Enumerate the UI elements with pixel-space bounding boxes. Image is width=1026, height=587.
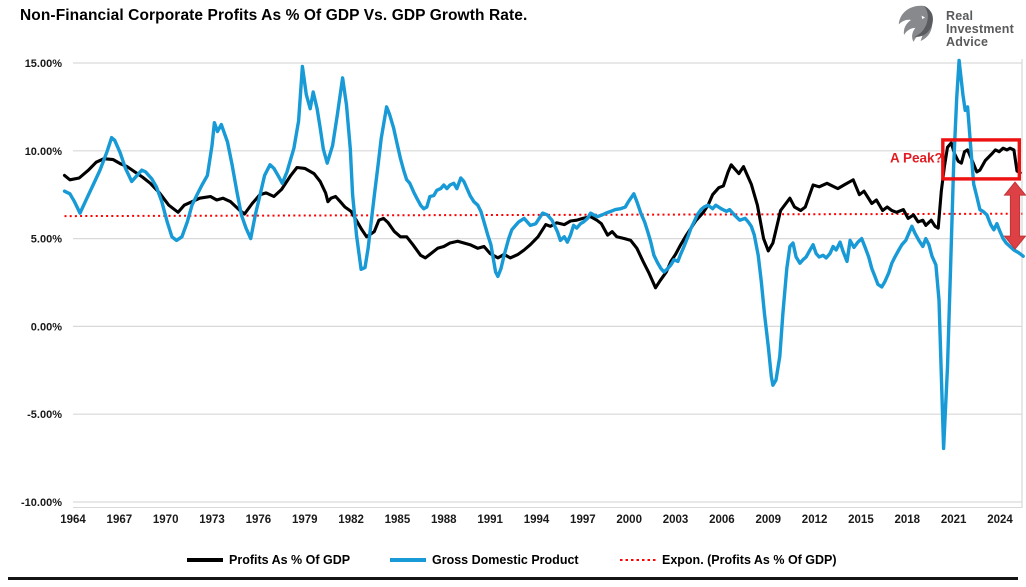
x-axis-tick-label: 1967	[107, 514, 133, 526]
y-axis-tick-label: -10.00%	[21, 497, 62, 509]
x-axis-tick-label: 2018	[895, 514, 921, 526]
x-axis-tick-label: 1970	[153, 514, 179, 526]
peak-highlight-box	[941, 138, 1022, 181]
x-axis-tick-label: 2003	[663, 514, 689, 526]
legend-label-gdp: Gross Domestic Product	[432, 553, 579, 567]
x-axis-tick-label: 1985	[385, 514, 411, 526]
y-axis-tick-label: 5.00%	[31, 234, 62, 246]
legend-item-profits: Profits As % Of GDP	[187, 548, 350, 572]
gdp-line-swatch	[390, 558, 426, 562]
x-axis-tick-label: 1994	[524, 514, 550, 526]
x-axis-tick-label: 2006	[709, 514, 735, 526]
trendline-swatch	[620, 558, 656, 562]
x-axis-tick-label: 1997	[570, 514, 596, 526]
x-axis-tick-label: 1979	[292, 514, 318, 526]
x-axis-tick-label: 1991	[477, 514, 503, 526]
y-axis-tick-label: 0.00%	[31, 321, 62, 333]
decline-double-arrow	[1003, 181, 1026, 250]
y-axis-tick-label: 15.00%	[25, 58, 63, 70]
x-axis-tick-label: 2009	[755, 514, 781, 526]
bottom-divider	[8, 577, 1018, 580]
chart-legend: Profits As % Of GDP Gross Domestic Produ…	[0, 548, 1026, 574]
x-axis-tick-label: 1988	[431, 514, 457, 526]
x-axis-tick-label: 2000	[616, 514, 642, 526]
x-axis-tick-label: 2015	[848, 514, 874, 526]
gdp-line	[62, 58, 1025, 451]
brand-logo: Real Investment Advice	[897, 4, 1014, 55]
peak-annotation-label: A Peak?	[890, 151, 943, 166]
profits-line	[62, 141, 1022, 290]
x-axis-tick-label: 2012	[802, 514, 828, 526]
legend-item-trendline: Expon. (Profits As % Of GDP)	[620, 548, 837, 572]
brand-name: Real Investment Advice	[946, 10, 1014, 49]
page-title: Non-Financial Corporate Profits As % Of …	[20, 7, 528, 24]
x-axis-tick-label: 2021	[941, 514, 967, 526]
legend-label-trendline: Expon. (Profits As % Of GDP)	[662, 553, 837, 567]
brand-line-3: Advice	[946, 35, 989, 49]
profits-line-swatch	[187, 558, 223, 562]
brand-line-1: Real	[946, 9, 974, 23]
eagle-logo-icon	[897, 4, 939, 55]
x-axis-tick-label: 1982	[338, 514, 364, 526]
legend-label-profits: Profits As % Of GDP	[229, 553, 351, 567]
legend-item-gdp: Gross Domestic Product	[390, 548, 579, 572]
y-axis-tick-label: -5.00%	[27, 409, 62, 421]
x-axis-tick-label: 1973	[199, 514, 225, 526]
brand-line-2: Investment	[946, 22, 1014, 36]
x-axis-tick-label: 2024	[987, 514, 1013, 526]
x-axis-tick-label: 1976	[246, 514, 272, 526]
y-axis-tick-label: 10.00%	[25, 146, 63, 158]
x-axis-tick-label: 1964	[60, 514, 86, 526]
